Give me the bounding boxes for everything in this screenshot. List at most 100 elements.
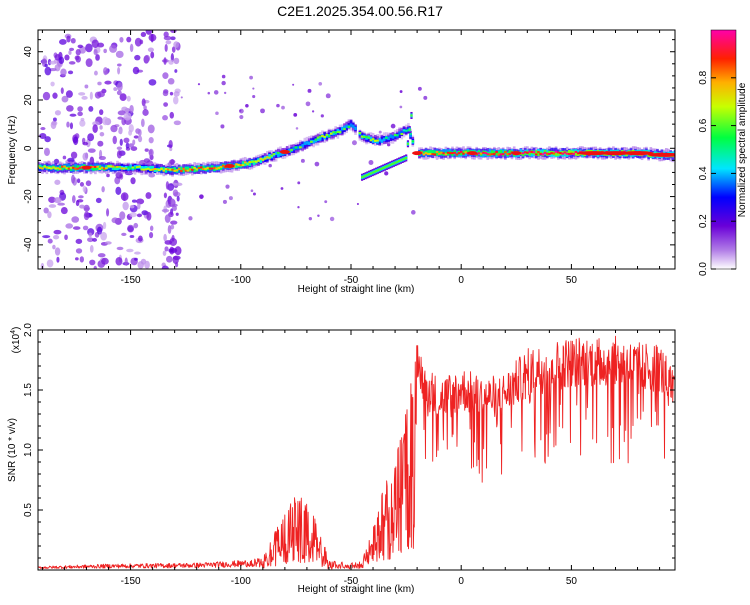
noise-speck [220,124,225,129]
noise-speck [56,256,60,263]
spectral-cell [349,120,353,126]
spectral-cell [288,148,291,153]
x-tick-label: 0 [458,576,464,587]
spectral-cell [113,166,117,169]
spectral-cell [180,166,183,171]
spectral-cell [490,153,494,156]
spectral-cell [310,140,313,143]
spectral-cell [118,165,121,168]
noise-speck [165,40,172,45]
noise-speck [162,72,169,79]
spectral-cell [270,154,274,157]
noise-speck [72,226,81,230]
noise-speck [70,37,76,44]
noise-speck [43,147,50,157]
noise-speck [173,41,179,49]
spectral-cell [50,167,53,170]
spectral-cell [259,159,263,163]
spectral-cell [400,130,404,135]
noise-speck [164,44,168,52]
noise-speck [40,127,46,131]
spectral-cell [499,150,503,154]
spectral-cell [47,166,51,169]
noise-speck [109,44,118,53]
spectral-cell [69,166,73,169]
spectral-cell [292,146,296,151]
spectral-cell [38,165,40,168]
spectral-cell [235,164,238,169]
noise-speck [75,238,83,244]
spectral-cell [457,152,461,155]
noise-speck [89,259,96,266]
spectral-cell [541,153,545,156]
spectral-cell [142,166,146,170]
noise-speck [276,103,280,108]
noise-speck [239,109,242,112]
noise-speck [390,123,396,129]
spectral-cell [394,161,397,164]
spectral-cell [336,131,340,134]
spectral-cell [149,165,152,170]
noise-speck [260,108,265,114]
spectral-cell [462,150,465,155]
peak-spot [599,151,632,156]
noise-speck [252,87,255,90]
spectral-cell [362,175,365,178]
spectral-cell [100,166,104,169]
noise-speck [134,37,142,47]
noise-speck [121,232,127,236]
noise-speck [133,135,139,139]
noise-speck [77,111,83,117]
spectral-cell [442,148,445,155]
noise-speck [81,95,88,100]
spectral-cell [210,165,214,169]
noise-speck [98,155,106,161]
spectral-cell [411,140,415,143]
noise-speck [176,195,180,202]
noise-speck [129,104,134,114]
spectral-cell [263,157,267,160]
spectral-cell [213,167,216,170]
spectral-cell [323,132,326,138]
noise-speck [148,79,157,86]
spectral-cell [158,169,161,172]
spectral-cell [149,168,152,171]
spectral-cell [554,152,558,157]
noise-speck [221,80,226,86]
spectral-cell [343,125,346,130]
spectral-cell [340,128,344,134]
spectral-cell [197,166,201,169]
noise-speck [44,63,48,68]
spectral-cell [266,156,269,159]
spectral-cell [556,151,560,154]
noise-speck [223,91,227,95]
noise-speck [399,90,403,93]
noise-speck [300,158,305,163]
spectral-cell [61,165,64,168]
noise-speck [68,50,72,55]
spectral-cell [78,166,82,169]
spectral-cell [376,140,379,144]
spectral-cell [166,168,170,171]
noise-speck [115,256,123,266]
noise-speck [293,112,298,117]
spectral-cell [530,151,534,154]
spectral-cell [437,150,441,155]
noise-speck [53,229,62,235]
spectral-cell [570,150,573,155]
spectral-cell [354,126,357,131]
noise-speck [150,51,155,59]
spectral-cell [501,153,505,156]
noise-speck [91,39,99,48]
noise-speck [143,105,147,110]
noise-speck [171,203,178,207]
noise-speck [65,90,73,98]
spectral-cell [268,156,271,159]
noise-speck [62,155,67,160]
spectral-cell [63,165,66,168]
noise-speck [87,133,95,142]
noise-speck [47,238,53,244]
noise-speck [71,174,76,184]
noise-speck [79,256,84,263]
noise-speck [78,195,84,199]
